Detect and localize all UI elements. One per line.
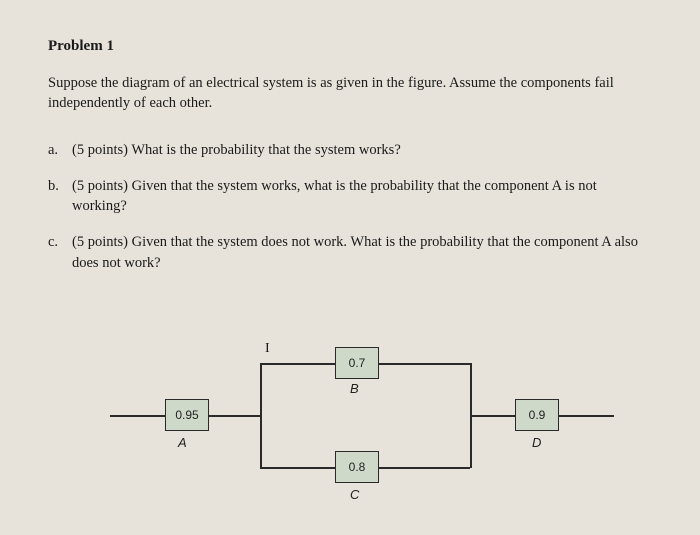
item-text: (5 points) Given that the system works, … [72,178,597,214]
wire [260,363,262,468]
component-box-c: 0.8 [335,451,379,483]
component-label-d: D [532,435,541,450]
wire [470,415,515,417]
item-marker: c. [48,232,58,252]
component-box-d: 0.9 [515,399,559,431]
i-marker: I [265,341,270,357]
wire [559,415,614,417]
component-label-a: A [178,435,187,450]
circuit-diagram: 0.95 A 0.7 B 0.8 C 0.9 D I [0,345,700,535]
wire [379,363,470,365]
item-marker: a. [48,140,58,160]
wire [260,363,335,365]
list-item: a. (5 points) What is the probability th… [48,140,652,160]
component-label-c: C [350,487,359,502]
wire [209,415,260,417]
component-box-b: 0.7 [335,347,379,379]
problem-title: Problem 1 [48,38,652,55]
wire [260,467,335,469]
wire [110,415,165,417]
list-item: c. (5 points) Given that the system does… [48,232,652,273]
component-label-b: B [350,381,359,396]
item-text: (5 points) Given that the system does no… [72,234,638,270]
list-item: b. (5 points) Given that the system work… [48,176,652,217]
component-box-a: 0.95 [165,399,209,431]
question-list: a. (5 points) What is the probability th… [48,140,652,273]
item-marker: b. [48,176,59,196]
wire [379,467,470,469]
item-text: (5 points) What is the probability that … [72,142,401,158]
problem-intro: Suppose the diagram of an electrical sys… [48,73,652,114]
